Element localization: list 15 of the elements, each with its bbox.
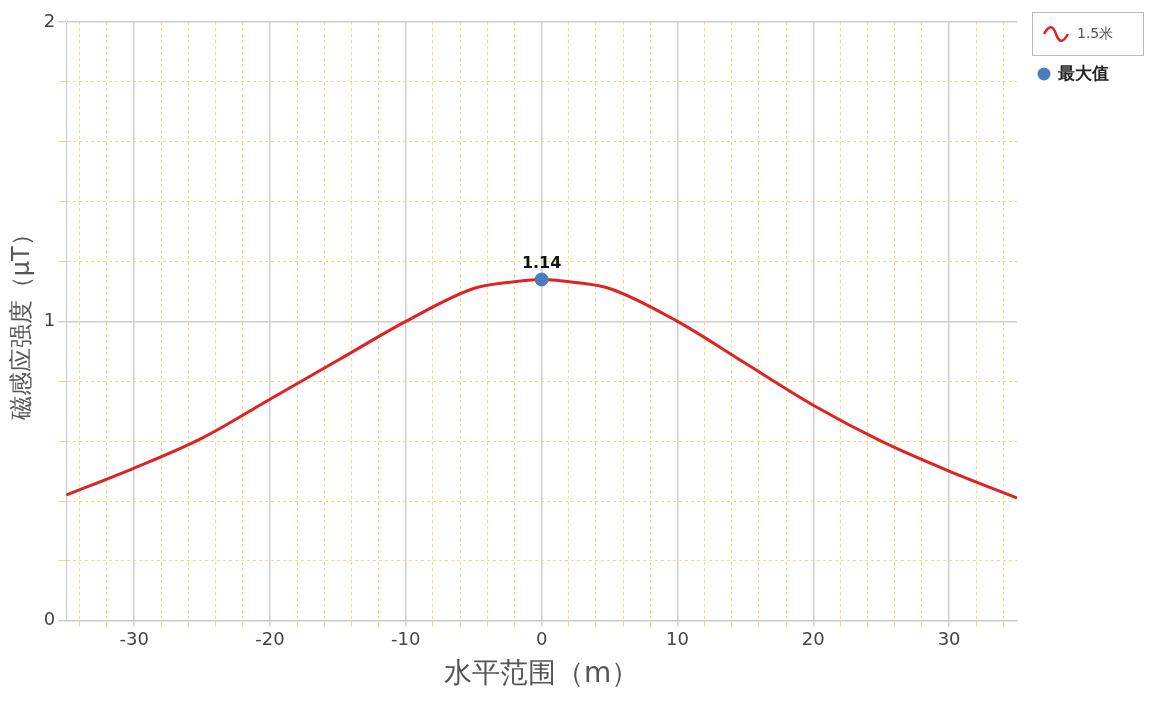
y-tick-label: 0 — [43, 608, 56, 630]
y-tick-label: 1 — [43, 309, 56, 331]
x-tick-label: -30 — [119, 628, 149, 650]
x-tick-label: 20 — [801, 628, 825, 650]
data-label: 1.14 — [521, 252, 562, 272]
legend-label: 最大值 — [1058, 62, 1109, 85]
x-tick-label: -20 — [255, 628, 285, 650]
y-axis-title: 磁感应强度（μT） — [6, 222, 35, 422]
x-tick-label: 0 — [535, 628, 548, 650]
x-tick-label: -10 — [391, 628, 421, 650]
legend-label: 1.5米 — [1077, 25, 1114, 43]
x-tick-label: 10 — [665, 628, 689, 650]
x-tick-label: 30 — [937, 628, 961, 650]
x-axis-title: 水平范围（m） — [443, 656, 640, 690]
y-tick-label: 2 — [43, 9, 56, 31]
